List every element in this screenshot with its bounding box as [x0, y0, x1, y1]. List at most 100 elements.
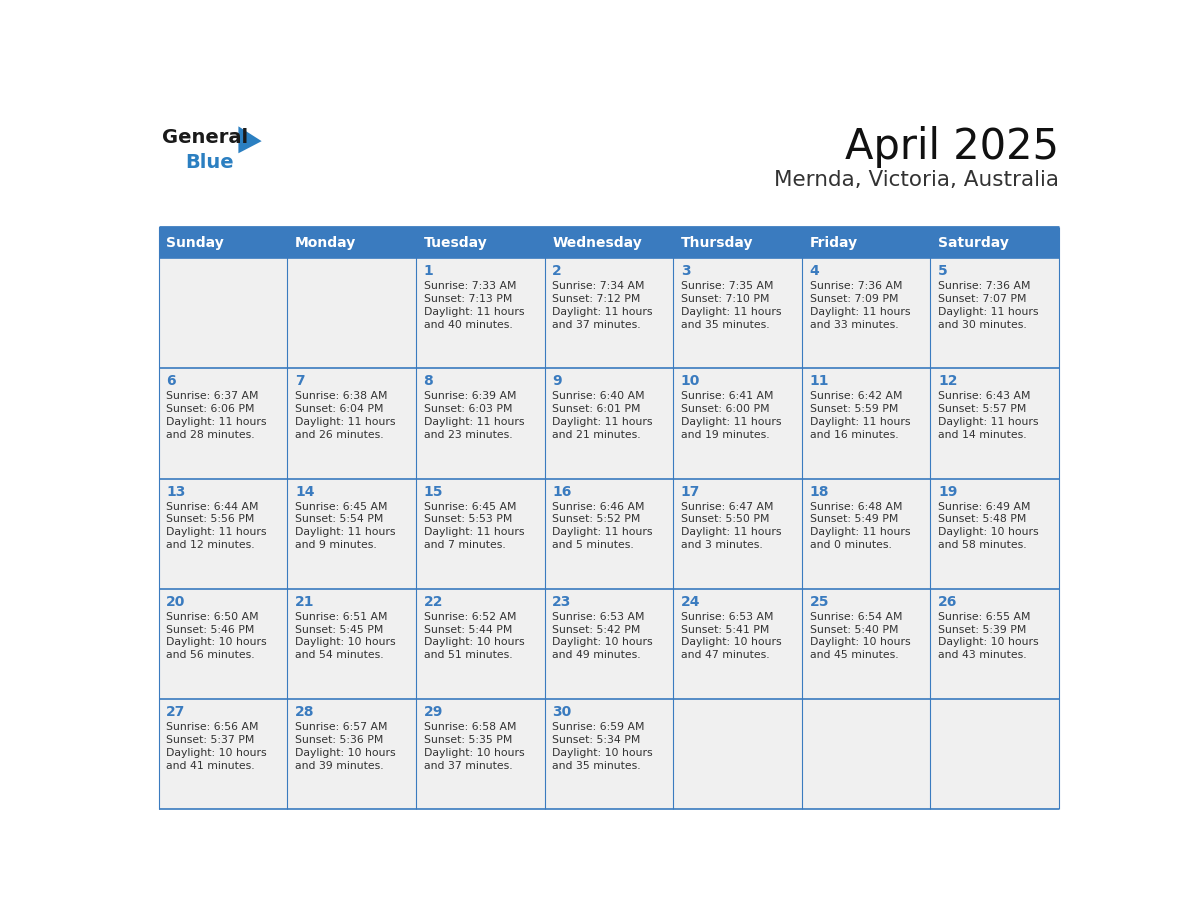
- Text: 7: 7: [295, 375, 304, 388]
- Text: 25: 25: [809, 595, 829, 609]
- Text: Sunrise: 6:39 AM
Sunset: 6:03 PM
Daylight: 11 hours
and 23 minutes.: Sunrise: 6:39 AM Sunset: 6:03 PM Dayligh…: [424, 391, 524, 440]
- Text: Sunrise: 6:44 AM
Sunset: 5:56 PM
Daylight: 11 hours
and 12 minutes.: Sunrise: 6:44 AM Sunset: 5:56 PM Dayligh…: [166, 501, 267, 550]
- Text: Sunrise: 6:38 AM
Sunset: 6:04 PM
Daylight: 11 hours
and 26 minutes.: Sunrise: 6:38 AM Sunset: 6:04 PM Dayligh…: [295, 391, 396, 440]
- Text: Sunrise: 7:36 AM
Sunset: 7:07 PM
Daylight: 11 hours
and 30 minutes.: Sunrise: 7:36 AM Sunset: 7:07 PM Dayligh…: [939, 281, 1038, 330]
- Bar: [158, 699, 287, 810]
- Bar: [930, 699, 1060, 810]
- Bar: [930, 258, 1060, 368]
- Text: Sunrise: 6:53 AM
Sunset: 5:42 PM
Daylight: 10 hours
and 49 minutes.: Sunrise: 6:53 AM Sunset: 5:42 PM Dayligh…: [552, 612, 653, 660]
- Text: Sunrise: 6:53 AM
Sunset: 5:41 PM
Daylight: 10 hours
and 47 minutes.: Sunrise: 6:53 AM Sunset: 5:41 PM Dayligh…: [681, 612, 782, 660]
- Text: Monday: Monday: [295, 236, 356, 250]
- Bar: [544, 368, 674, 478]
- Bar: [158, 478, 287, 588]
- Text: Sunrise: 6:37 AM
Sunset: 6:06 PM
Daylight: 11 hours
and 28 minutes.: Sunrise: 6:37 AM Sunset: 6:06 PM Dayligh…: [166, 391, 267, 440]
- Bar: [930, 227, 1060, 258]
- Bar: [158, 227, 287, 258]
- Bar: [287, 258, 416, 368]
- Bar: [544, 699, 674, 810]
- Bar: [674, 258, 802, 368]
- Text: Friday: Friday: [809, 236, 858, 250]
- Text: Sunrise: 7:34 AM
Sunset: 7:12 PM
Daylight: 11 hours
and 37 minutes.: Sunrise: 7:34 AM Sunset: 7:12 PM Dayligh…: [552, 281, 652, 330]
- Bar: [544, 258, 674, 368]
- Text: Sunrise: 6:41 AM
Sunset: 6:00 PM
Daylight: 11 hours
and 19 minutes.: Sunrise: 6:41 AM Sunset: 6:00 PM Dayligh…: [681, 391, 782, 440]
- Bar: [416, 699, 544, 810]
- Text: Sunrise: 6:51 AM
Sunset: 5:45 PM
Daylight: 10 hours
and 54 minutes.: Sunrise: 6:51 AM Sunset: 5:45 PM Dayligh…: [295, 612, 396, 660]
- Bar: [287, 368, 416, 478]
- Text: 11: 11: [809, 375, 829, 388]
- Text: 26: 26: [939, 595, 958, 609]
- Text: 21: 21: [295, 595, 315, 609]
- Bar: [416, 258, 544, 368]
- Text: 17: 17: [681, 485, 700, 498]
- Bar: [544, 478, 674, 588]
- Bar: [674, 699, 802, 810]
- Text: 8: 8: [424, 375, 434, 388]
- Text: Sunrise: 6:56 AM
Sunset: 5:37 PM
Daylight: 10 hours
and 41 minutes.: Sunrise: 6:56 AM Sunset: 5:37 PM Dayligh…: [166, 722, 267, 770]
- Bar: [158, 588, 287, 699]
- Bar: [802, 699, 930, 810]
- Text: Sunrise: 6:54 AM
Sunset: 5:40 PM
Daylight: 10 hours
and 45 minutes.: Sunrise: 6:54 AM Sunset: 5:40 PM Dayligh…: [809, 612, 910, 660]
- Text: Sunrise: 6:55 AM
Sunset: 5:39 PM
Daylight: 10 hours
and 43 minutes.: Sunrise: 6:55 AM Sunset: 5:39 PM Dayligh…: [939, 612, 1038, 660]
- Text: Sunrise: 6:40 AM
Sunset: 6:01 PM
Daylight: 11 hours
and 21 minutes.: Sunrise: 6:40 AM Sunset: 6:01 PM Dayligh…: [552, 391, 652, 440]
- Text: 13: 13: [166, 485, 185, 498]
- Bar: [802, 588, 930, 699]
- Text: Blue: Blue: [185, 153, 234, 173]
- Text: 3: 3: [681, 264, 690, 278]
- Text: 1: 1: [424, 264, 434, 278]
- Bar: [802, 258, 930, 368]
- Text: 28: 28: [295, 705, 315, 719]
- Text: 4: 4: [809, 264, 820, 278]
- Bar: [287, 227, 416, 258]
- Text: 15: 15: [424, 485, 443, 498]
- Text: Thursday: Thursday: [681, 236, 753, 250]
- Text: 24: 24: [681, 595, 701, 609]
- Text: Sunrise: 6:49 AM
Sunset: 5:48 PM
Daylight: 10 hours
and 58 minutes.: Sunrise: 6:49 AM Sunset: 5:48 PM Dayligh…: [939, 501, 1038, 550]
- Text: Sunrise: 6:47 AM
Sunset: 5:50 PM
Daylight: 11 hours
and 3 minutes.: Sunrise: 6:47 AM Sunset: 5:50 PM Dayligh…: [681, 501, 782, 550]
- Text: Mernda, Victoria, Australia: Mernda, Victoria, Australia: [775, 170, 1060, 190]
- Bar: [802, 368, 930, 478]
- Text: Sunrise: 6:57 AM
Sunset: 5:36 PM
Daylight: 10 hours
and 39 minutes.: Sunrise: 6:57 AM Sunset: 5:36 PM Dayligh…: [295, 722, 396, 770]
- Text: Sunday: Sunday: [166, 236, 225, 250]
- Text: 30: 30: [552, 705, 571, 719]
- Text: Sunrise: 7:33 AM
Sunset: 7:13 PM
Daylight: 11 hours
and 40 minutes.: Sunrise: 7:33 AM Sunset: 7:13 PM Dayligh…: [424, 281, 524, 330]
- Bar: [802, 478, 930, 588]
- Text: April 2025: April 2025: [845, 126, 1060, 168]
- Text: Saturday: Saturday: [939, 236, 1009, 250]
- Text: 16: 16: [552, 485, 571, 498]
- Text: Sunrise: 6:50 AM
Sunset: 5:46 PM
Daylight: 10 hours
and 56 minutes.: Sunrise: 6:50 AM Sunset: 5:46 PM Dayligh…: [166, 612, 267, 660]
- Text: 19: 19: [939, 485, 958, 498]
- Text: Sunrise: 6:45 AM
Sunset: 5:54 PM
Daylight: 11 hours
and 9 minutes.: Sunrise: 6:45 AM Sunset: 5:54 PM Dayligh…: [295, 501, 396, 550]
- Bar: [416, 588, 544, 699]
- Text: 2: 2: [552, 264, 562, 278]
- Text: 18: 18: [809, 485, 829, 498]
- Bar: [802, 227, 930, 258]
- Text: Sunrise: 6:52 AM
Sunset: 5:44 PM
Daylight: 10 hours
and 51 minutes.: Sunrise: 6:52 AM Sunset: 5:44 PM Dayligh…: [424, 612, 524, 660]
- Text: General: General: [163, 128, 248, 147]
- Bar: [416, 478, 544, 588]
- Text: Wednesday: Wednesday: [552, 236, 642, 250]
- Text: Sunrise: 6:46 AM
Sunset: 5:52 PM
Daylight: 11 hours
and 5 minutes.: Sunrise: 6:46 AM Sunset: 5:52 PM Dayligh…: [552, 501, 652, 550]
- Bar: [930, 368, 1060, 478]
- Text: 6: 6: [166, 375, 176, 388]
- Text: 9: 9: [552, 375, 562, 388]
- Bar: [287, 478, 416, 588]
- Bar: [416, 227, 544, 258]
- Text: Sunrise: 6:48 AM
Sunset: 5:49 PM
Daylight: 11 hours
and 0 minutes.: Sunrise: 6:48 AM Sunset: 5:49 PM Dayligh…: [809, 501, 910, 550]
- Text: 23: 23: [552, 595, 571, 609]
- Bar: [287, 699, 416, 810]
- Text: Sunrise: 6:59 AM
Sunset: 5:34 PM
Daylight: 10 hours
and 35 minutes.: Sunrise: 6:59 AM Sunset: 5:34 PM Dayligh…: [552, 722, 653, 770]
- Text: Sunrise: 7:36 AM
Sunset: 7:09 PM
Daylight: 11 hours
and 33 minutes.: Sunrise: 7:36 AM Sunset: 7:09 PM Dayligh…: [809, 281, 910, 330]
- Text: 22: 22: [424, 595, 443, 609]
- Bar: [544, 588, 674, 699]
- Text: 27: 27: [166, 705, 185, 719]
- Bar: [158, 368, 287, 478]
- Bar: [544, 227, 674, 258]
- Text: 5: 5: [939, 264, 948, 278]
- Text: Sunrise: 7:35 AM
Sunset: 7:10 PM
Daylight: 11 hours
and 35 minutes.: Sunrise: 7:35 AM Sunset: 7:10 PM Dayligh…: [681, 281, 782, 330]
- Text: Tuesday: Tuesday: [424, 236, 487, 250]
- Text: 20: 20: [166, 595, 185, 609]
- Text: Sunrise: 6:42 AM
Sunset: 5:59 PM
Daylight: 11 hours
and 16 minutes.: Sunrise: 6:42 AM Sunset: 5:59 PM Dayligh…: [809, 391, 910, 440]
- Bar: [158, 258, 287, 368]
- Bar: [930, 588, 1060, 699]
- Text: 14: 14: [295, 485, 315, 498]
